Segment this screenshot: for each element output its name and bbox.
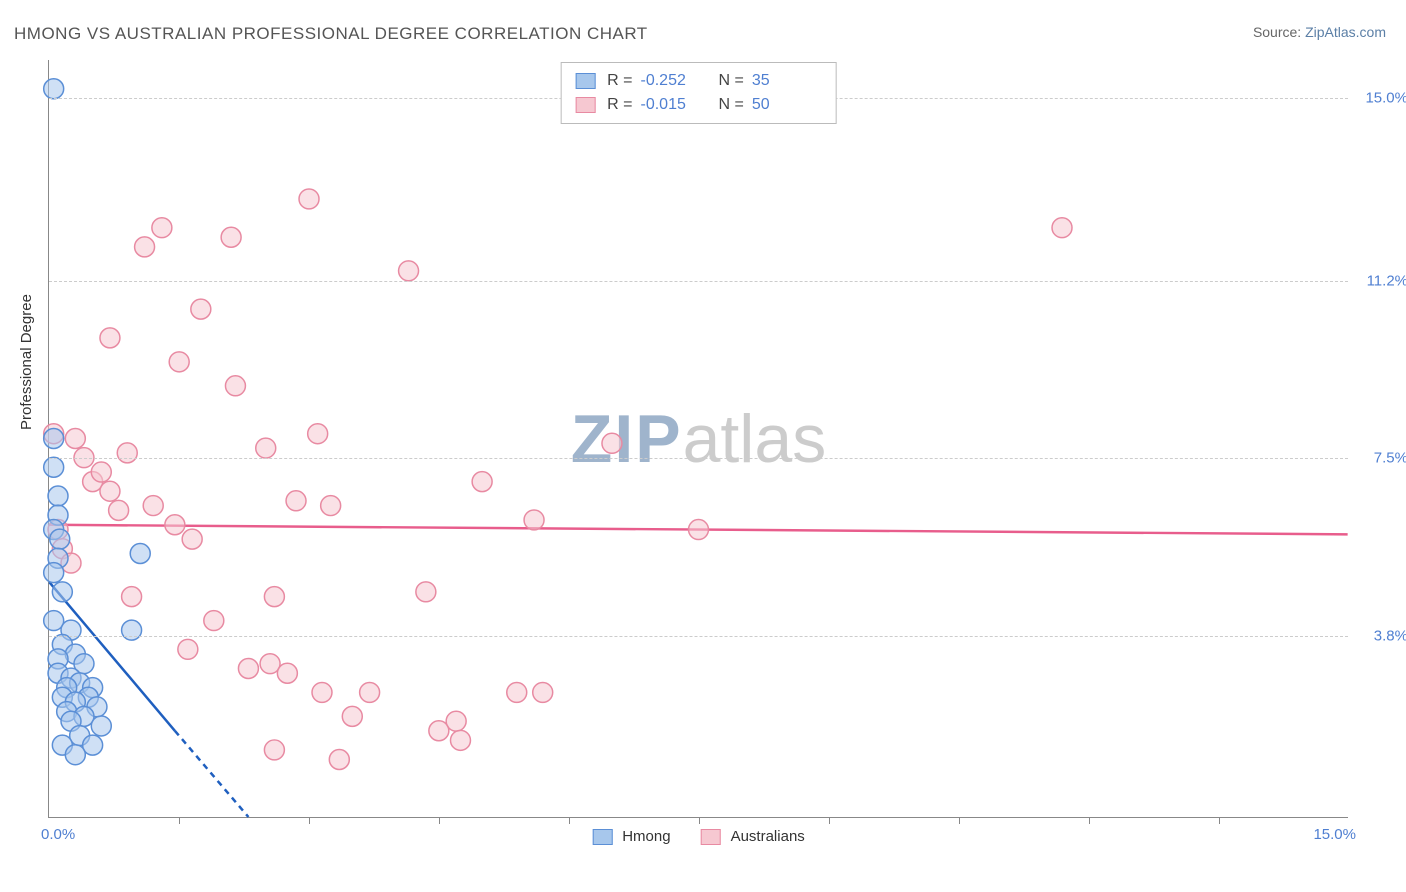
x-min-label: 0.0%: [41, 826, 75, 843]
legend-label-hmong: Hmong: [622, 828, 670, 845]
gridline: [49, 458, 1348, 459]
r-value-hmong: -0.252: [641, 69, 711, 93]
x-tick: [179, 817, 180, 824]
data-point: [399, 261, 419, 281]
x-tick: [1219, 817, 1220, 824]
source-link[interactable]: ZipAtlas.com: [1305, 24, 1386, 40]
data-point: [264, 587, 284, 607]
data-point: [329, 750, 349, 770]
swatch-hmong: [575, 73, 595, 89]
data-point: [524, 510, 544, 530]
legend-row-hmong: R = -0.252 N = 35: [575, 69, 822, 93]
chart-canvas: [49, 60, 1348, 817]
n-label: N =: [719, 93, 744, 117]
y-tick-label: 15.0%: [1365, 90, 1406, 107]
data-point: [109, 500, 129, 520]
data-point: [507, 682, 527, 702]
data-point: [44, 429, 64, 449]
y-tick-label: 7.5%: [1374, 450, 1406, 467]
data-point: [256, 438, 276, 458]
x-tick: [699, 817, 700, 824]
data-point: [50, 529, 70, 549]
x-tick: [309, 817, 310, 824]
data-point: [130, 544, 150, 564]
data-point: [321, 496, 341, 516]
x-tick: [959, 817, 960, 824]
data-point: [225, 376, 245, 396]
n-value-australians: 50: [752, 93, 822, 117]
gridline: [49, 636, 1348, 637]
data-point: [312, 682, 332, 702]
data-point: [91, 462, 111, 482]
data-point: [44, 563, 64, 583]
data-point: [44, 457, 64, 477]
legend-row-australians: R = -0.015 N = 50: [575, 93, 822, 117]
data-point: [48, 486, 68, 506]
data-point: [286, 491, 306, 511]
data-point: [204, 611, 224, 631]
data-point: [221, 227, 241, 247]
data-point: [117, 443, 137, 463]
data-point: [299, 189, 319, 209]
x-max-label: 15.0%: [1313, 826, 1356, 843]
data-point: [308, 424, 328, 444]
data-point: [178, 639, 198, 659]
data-point: [277, 663, 297, 683]
data-point: [122, 587, 142, 607]
trend-line: [175, 731, 249, 817]
data-point: [446, 711, 466, 731]
page-title: HMONG VS AUSTRALIAN PROFESSIONAL DEGREE …: [14, 24, 648, 44]
series-legend: Hmong Australians: [592, 828, 805, 845]
data-point: [100, 481, 120, 501]
data-point: [152, 218, 172, 238]
correlation-legend: R = -0.252 N = 35 R = -0.015 N = 50: [560, 62, 837, 124]
legend-label-australians: Australians: [731, 828, 805, 845]
swatch-hmong: [592, 829, 612, 845]
data-point: [100, 328, 120, 348]
legend-item-hmong: Hmong: [592, 828, 670, 845]
legend-item-australians: Australians: [701, 828, 805, 845]
data-point: [416, 582, 436, 602]
data-point: [238, 658, 258, 678]
x-tick: [439, 817, 440, 824]
data-point: [360, 682, 380, 702]
source-attribution: Source: ZipAtlas.com: [1253, 24, 1386, 40]
data-point: [602, 433, 622, 453]
data-point: [65, 745, 85, 765]
data-point: [143, 496, 163, 516]
data-point: [533, 682, 553, 702]
data-point: [122, 620, 142, 640]
swatch-australians: [575, 97, 595, 113]
data-point: [182, 529, 202, 549]
r-label: R =: [607, 69, 632, 93]
y-tick-label: 11.2%: [1367, 272, 1406, 289]
x-tick: [829, 817, 830, 824]
n-value-hmong: 35: [752, 69, 822, 93]
data-point: [342, 706, 362, 726]
y-axis-label: Professional Degree: [18, 294, 35, 430]
r-label: R =: [607, 93, 632, 117]
gridline: [49, 281, 1348, 282]
data-point: [44, 79, 64, 99]
x-tick: [569, 817, 570, 824]
data-point: [52, 582, 72, 602]
data-point: [169, 352, 189, 372]
n-label: N =: [719, 69, 744, 93]
data-point: [135, 237, 155, 257]
r-value-australians: -0.015: [641, 93, 711, 117]
data-point: [472, 472, 492, 492]
data-point: [165, 515, 185, 535]
data-point: [450, 730, 470, 750]
y-tick-label: 3.8%: [1374, 627, 1406, 644]
scatter-plot: ZIPatlas R = -0.252 N = 35 R = -0.015 N …: [48, 60, 1348, 818]
swatch-australians: [701, 829, 721, 845]
data-point: [65, 429, 85, 449]
data-point: [91, 716, 111, 736]
data-point: [264, 740, 284, 760]
x-tick: [1089, 817, 1090, 824]
data-point: [689, 520, 709, 540]
data-point: [191, 299, 211, 319]
data-point: [1052, 218, 1072, 238]
source-prefix: Source:: [1253, 24, 1305, 40]
